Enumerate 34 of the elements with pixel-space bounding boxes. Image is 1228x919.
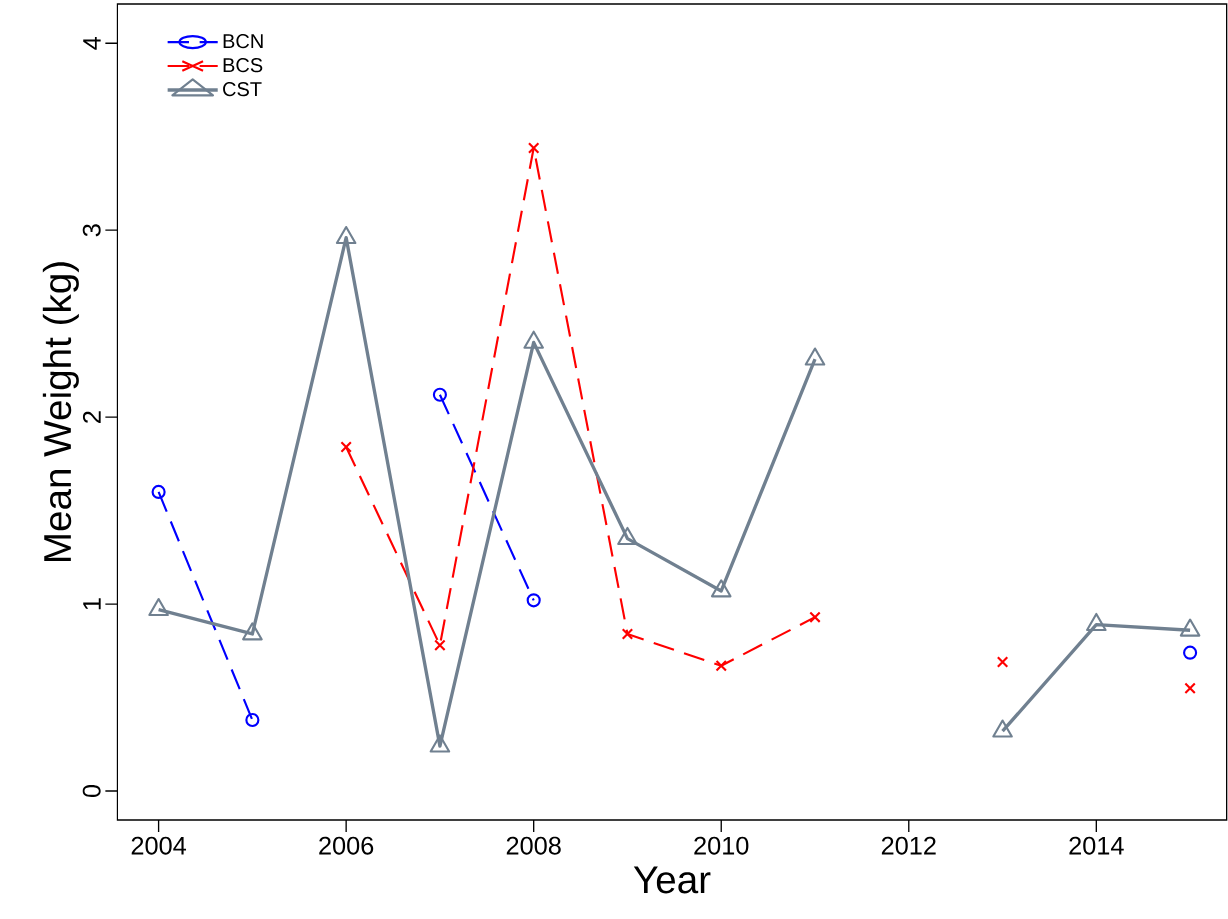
y-tick-label: 0 — [82, 785, 101, 798]
legend-label: CST — [223, 82, 262, 97]
legend-label: BCN — [223, 34, 263, 49]
x-tick-label: 2012 — [881, 836, 936, 855]
point — [148, 598, 169, 617]
point — [340, 441, 352, 453]
x-tick-label: 2004 — [131, 836, 187, 855]
point — [335, 226, 357, 245]
point — [809, 611, 821, 624]
point — [621, 628, 634, 640]
point — [1183, 645, 1198, 660]
x-axis-title: Year — [633, 866, 711, 894]
x-tick-label: 2010 — [694, 836, 749, 855]
point — [523, 330, 544, 349]
point — [804, 347, 826, 366]
x-tick-label: 2008 — [506, 836, 561, 855]
y-axis-title: Mean Weight (kg) — [42, 262, 79, 562]
x-tick-label: 2014 — [1069, 836, 1124, 855]
point — [434, 639, 446, 652]
point — [432, 387, 447, 402]
y-tick-label: 1 — [83, 598, 101, 610]
point — [151, 485, 166, 500]
legend-label: BCS — [223, 58, 263, 73]
y-tick-label: 3 — [82, 224, 101, 237]
point — [1086, 613, 1107, 632]
point — [1184, 682, 1196, 695]
point — [617, 527, 638, 546]
point — [526, 593, 541, 608]
x-tick-label: 2006 — [319, 836, 374, 855]
point — [996, 656, 1009, 668]
y-tick-label: 4 — [83, 37, 101, 50]
point — [715, 660, 728, 672]
y-tick-label: 2 — [82, 411, 101, 424]
point — [245, 713, 260, 728]
